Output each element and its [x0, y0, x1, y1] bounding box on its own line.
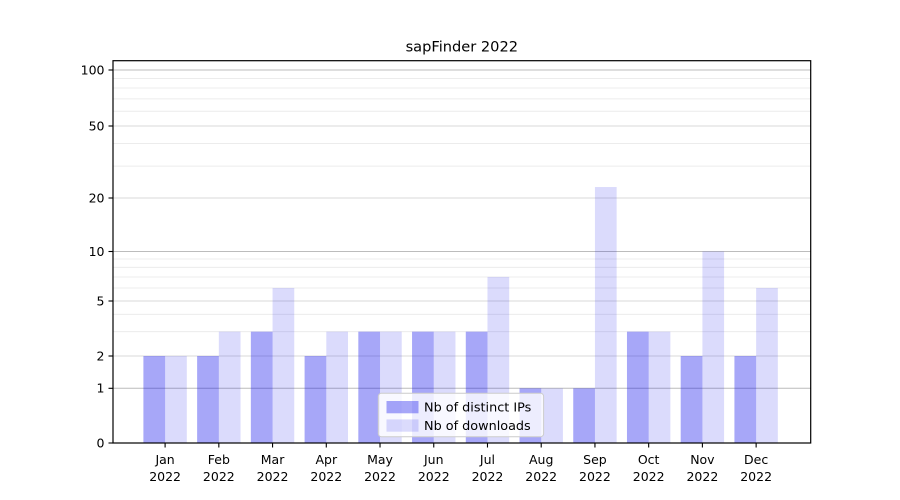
x-tick-label-feb: Feb: [208, 452, 230, 467]
bar-distinct-ips-apr: [304, 356, 327, 443]
y-tick-label-2: 2: [97, 348, 105, 363]
legend-label-distinct-ips: Nb of distinct IPs: [424, 401, 532, 416]
x-tick-label-jun: Jun: [423, 452, 444, 467]
x-tick-year-mar: 2022: [257, 469, 289, 484]
x-tick-label-nov: Nov: [690, 452, 715, 467]
bar-distinct-ips-may: [358, 331, 381, 443]
bar-distinct-ips-jan: [143, 356, 166, 443]
x-tick-year-feb: 2022: [203, 469, 235, 484]
legend-swatch-distinct-ips: [386, 401, 419, 414]
bar-downloads-nov: [702, 251, 725, 443]
x-tick-label-mar: Mar: [261, 452, 285, 467]
x-tick-year-nov: 2022: [686, 469, 718, 484]
legend-swatch-downloads: [386, 419, 419, 432]
bar-downloads-apr: [326, 331, 348, 443]
bar-downloads-feb: [218, 331, 241, 443]
x-tick-year-jan: 2022: [149, 469, 181, 484]
bar-downloads-mar: [272, 287, 295, 443]
bar-distinct-ips-feb: [197, 356, 219, 443]
x-tick-label-apr: Apr: [315, 452, 337, 467]
x-tick-label-dec: Dec: [744, 452, 768, 467]
bar-downloads-jan: [165, 356, 187, 443]
x-tick-year-may: 2022: [364, 469, 396, 484]
x-tick-year-jun: 2022: [418, 469, 450, 484]
bar-distinct-ips-oct: [626, 331, 649, 443]
x-tick-year-apr: 2022: [310, 469, 342, 484]
x-tick-label-aug: Aug: [529, 452, 553, 467]
x-tick-label-oct: Oct: [638, 452, 660, 467]
y-tick-label-1: 1: [97, 381, 105, 396]
y-tick-label-20: 20: [89, 190, 105, 205]
y-tick-label-100: 100: [81, 62, 105, 77]
x-tick-label-jan: Jan: [154, 452, 174, 467]
x-tick-year-aug: 2022: [525, 469, 557, 484]
x-tick-label-may: May: [367, 452, 393, 467]
x-tick-year-jul: 2022: [472, 469, 504, 484]
x-tick-label-sep: Sep: [583, 452, 607, 467]
bar-downloads-aug: [541, 388, 563, 443]
x-tick-year-dec: 2022: [740, 469, 772, 484]
y-tick-label-10: 10: [89, 244, 105, 259]
y-tick-label-50: 50: [89, 118, 105, 133]
x-tick-year-sep: 2022: [579, 469, 611, 484]
bar-downloads-oct: [648, 331, 671, 443]
x-tick-label-jul: Jul: [479, 452, 495, 467]
legend-label-downloads: Nb of downloads: [424, 419, 531, 434]
y-tick-label-0: 0: [97, 435, 105, 450]
bar-downloads-sep: [594, 187, 617, 443]
bar-distinct-ips-dec: [734, 356, 757, 443]
chart-title: sapFinder 2022: [406, 39, 518, 56]
legend: [377, 392, 545, 438]
x-tick-year-oct: 2022: [633, 469, 665, 484]
bar-distinct-ips-sep: [573, 388, 595, 443]
bar-distinct-ips-nov: [680, 356, 703, 443]
bar-distinct-ips-mar: [250, 331, 273, 443]
y-tick-label-5: 5: [97, 293, 105, 308]
bar-downloads-dec: [756, 287, 778, 443]
